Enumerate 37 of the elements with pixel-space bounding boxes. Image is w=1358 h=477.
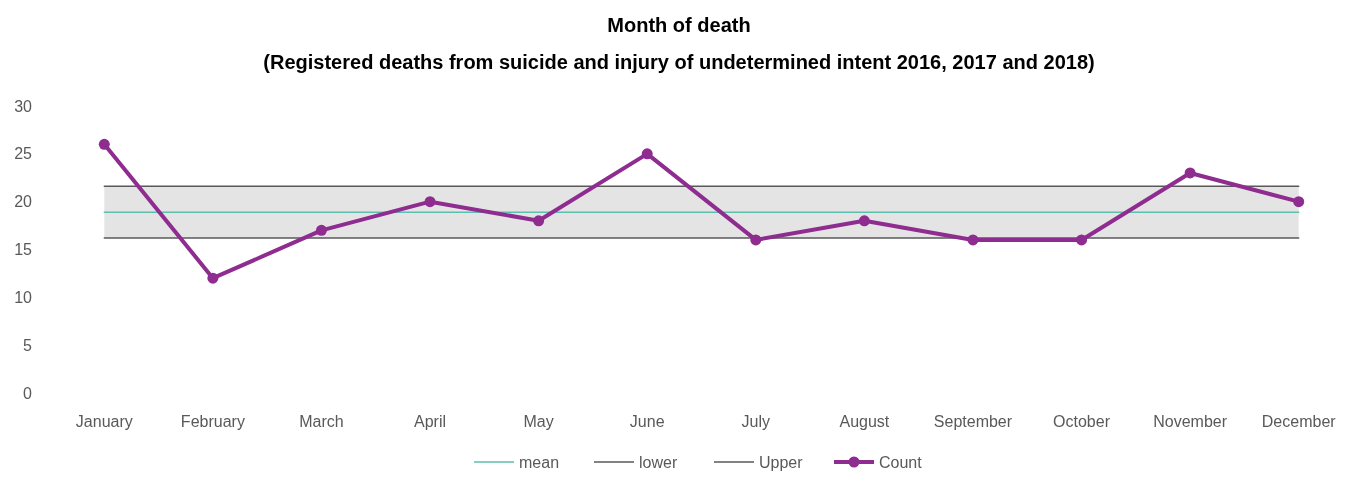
x-tick-label: February bbox=[180, 413, 245, 430]
chart-title: Month of death bbox=[607, 14, 751, 36]
y-tick-label: 30 bbox=[14, 97, 33, 115]
point bbox=[967, 234, 979, 246]
x-tick-label: April bbox=[414, 413, 447, 430]
point bbox=[533, 215, 545, 227]
x-tick-label: June bbox=[629, 413, 665, 430]
point bbox=[1293, 196, 1305, 208]
x-tick-label: September bbox=[933, 413, 1013, 430]
y-tick-label: 5 bbox=[23, 336, 33, 354]
x-tick-label: October bbox=[1053, 413, 1111, 430]
x-tick-label: November bbox=[1153, 413, 1228, 430]
point bbox=[858, 215, 870, 227]
x-tick-label: December bbox=[1261, 413, 1337, 430]
legend-label: Upper bbox=[759, 453, 804, 471]
point bbox=[1076, 234, 1088, 246]
y-tick-label: 0 bbox=[23, 384, 33, 402]
legend-label: lower bbox=[639, 453, 678, 471]
point bbox=[750, 234, 762, 246]
x-tick-label: August bbox=[839, 413, 890, 430]
x-tick-label: January bbox=[75, 413, 133, 430]
point bbox=[1184, 167, 1196, 179]
point bbox=[207, 272, 219, 284]
x-tick-label: May bbox=[523, 413, 554, 430]
y-tick-label: 25 bbox=[14, 145, 33, 163]
x-tick-label: July bbox=[741, 413, 771, 430]
point bbox=[98, 138, 110, 150]
y-tick-label: 20 bbox=[14, 193, 33, 211]
legend-label: Count bbox=[879, 453, 923, 471]
x-tick-label: March bbox=[299, 413, 344, 430]
y-tick-label: 10 bbox=[14, 288, 33, 306]
legend-label: mean bbox=[519, 453, 560, 471]
point bbox=[315, 224, 327, 236]
point bbox=[424, 196, 436, 208]
y-tick-label: 15 bbox=[14, 241, 33, 259]
chart-subtitle: (Registered deaths from suicide and injury of undetermined intent 2016, 2017 and 2018) bbox=[263, 51, 1095, 73]
point bbox=[641, 148, 653, 160]
